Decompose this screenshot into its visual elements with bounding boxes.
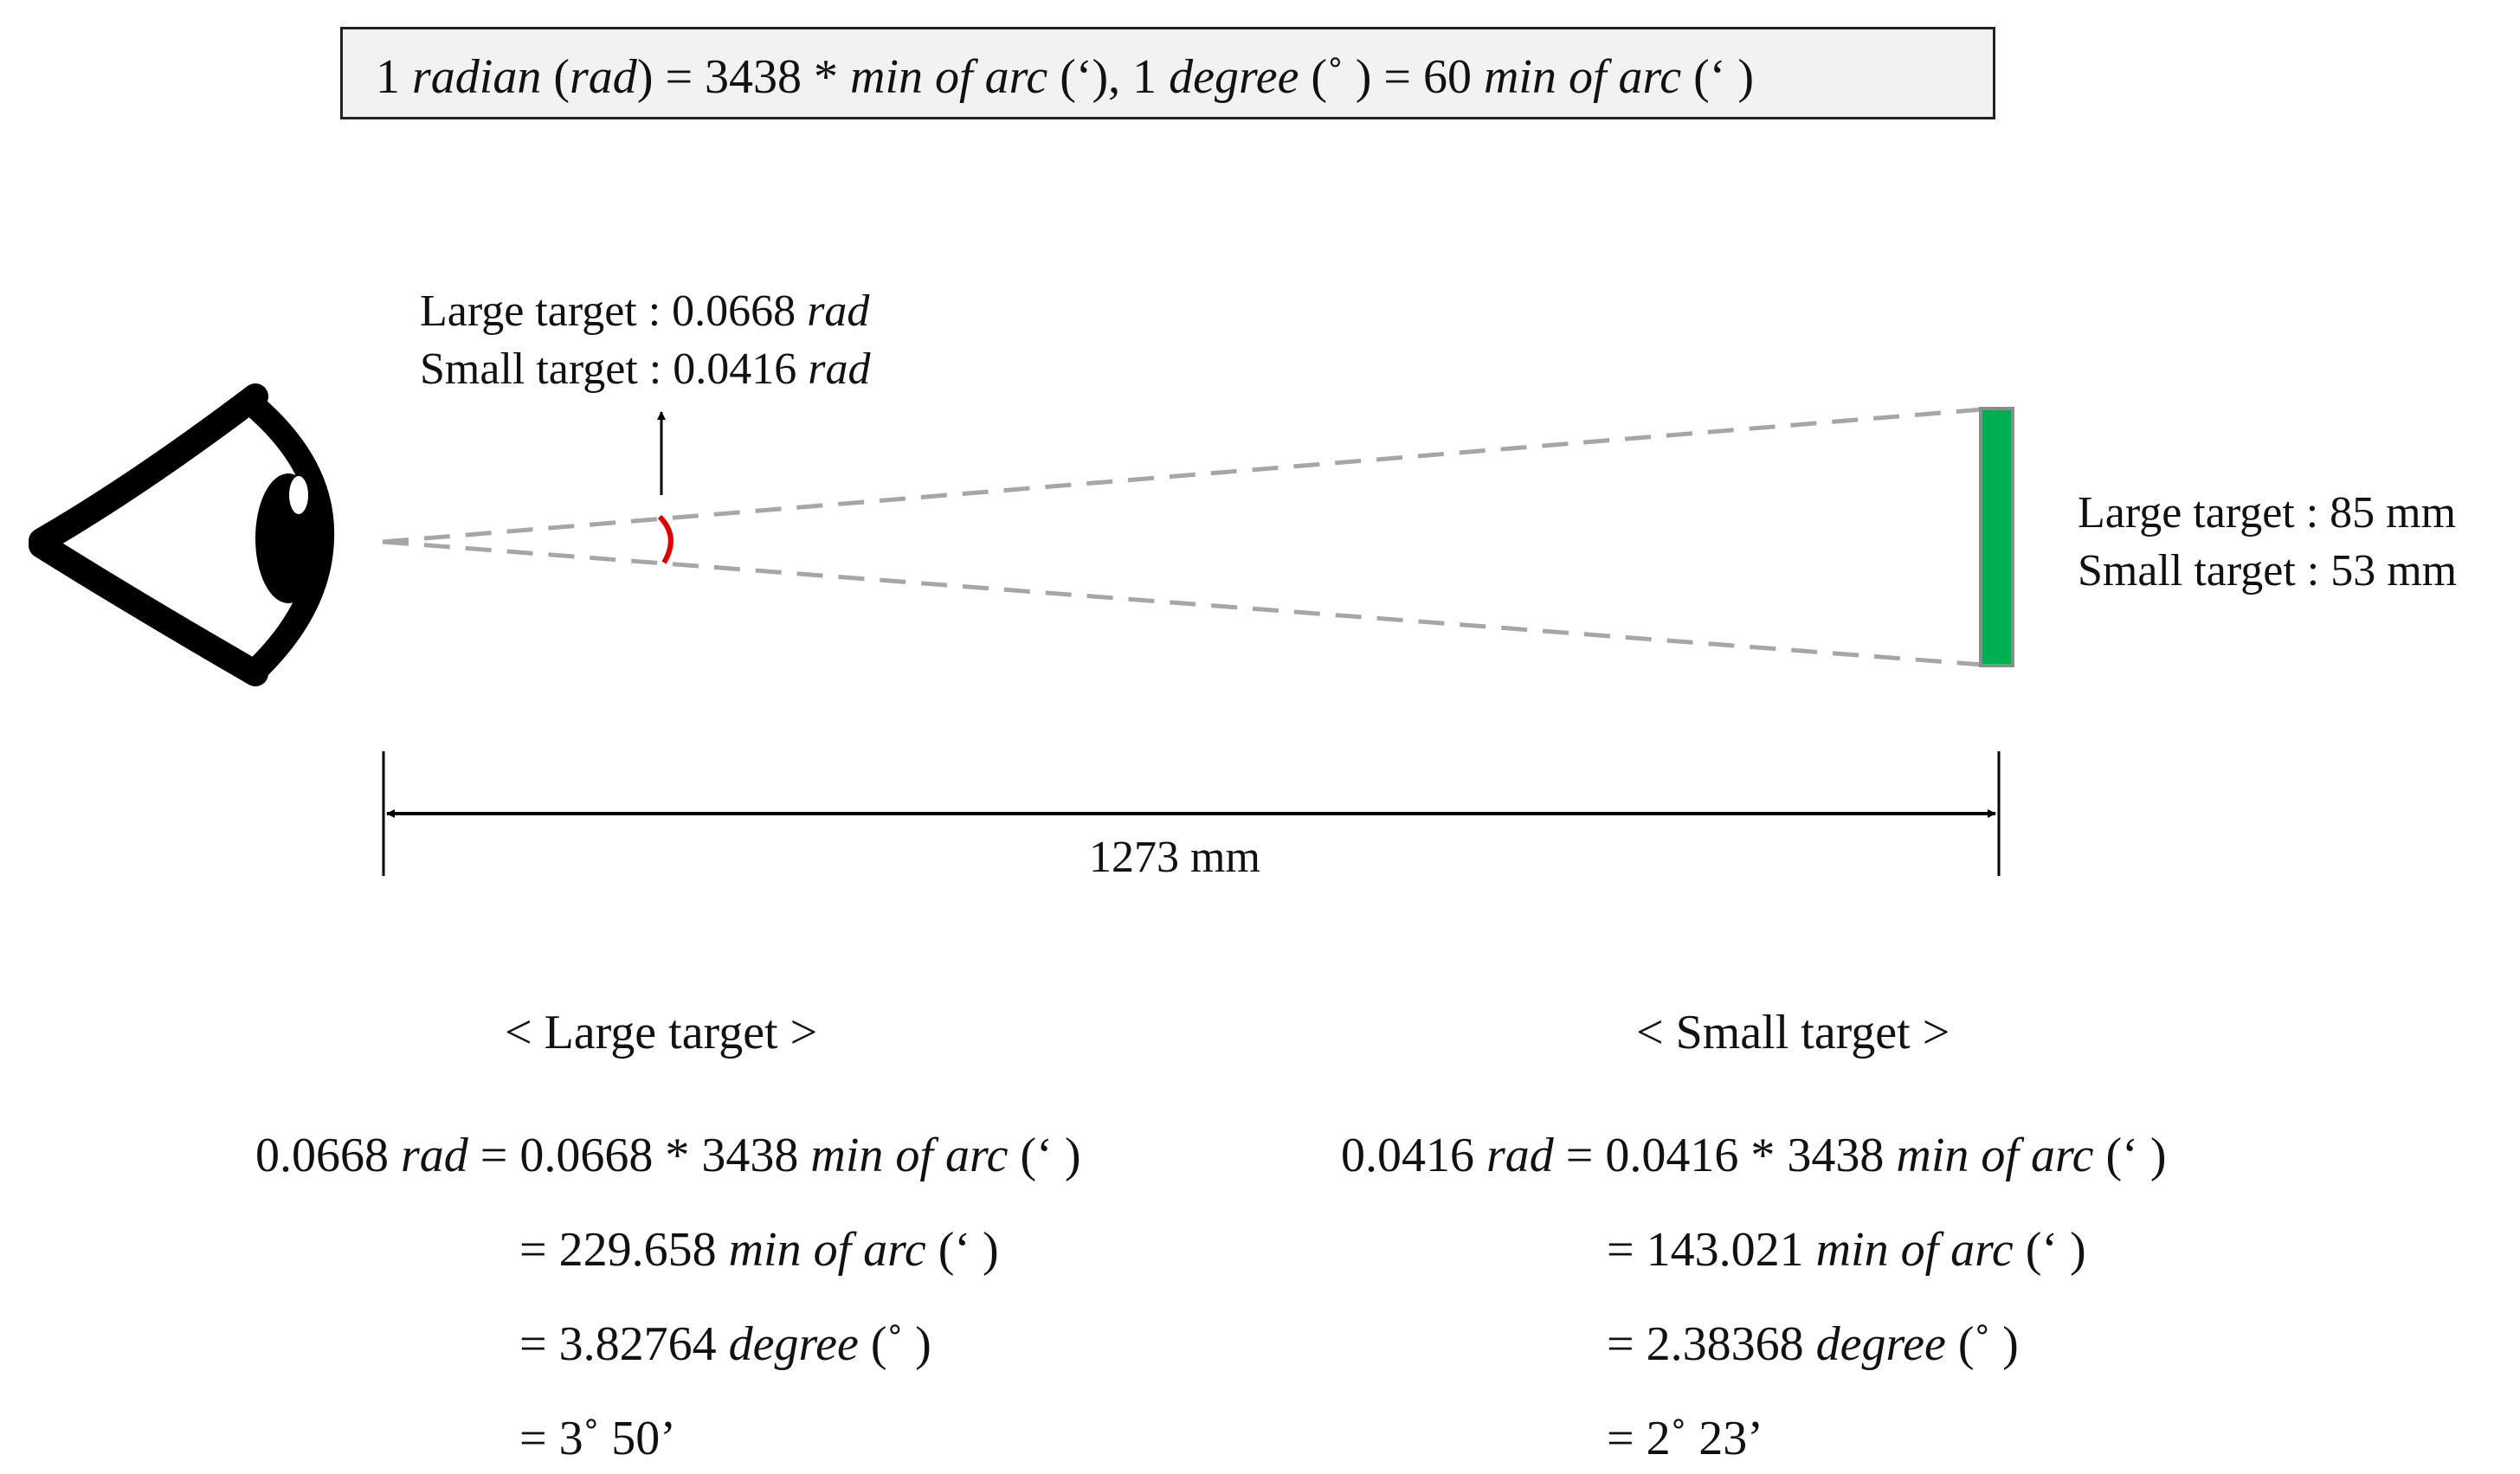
small-target-header: < Small target > xyxy=(1636,1006,1950,1059)
small-calc-line-4: = 2˚ 23’ xyxy=(1607,1412,1763,1465)
large-target-header: < Large target > xyxy=(505,1006,818,1059)
large-calc-line-1: 0.0668 rad = 0.0668 * 3438 min of arc (‘… xyxy=(255,1129,1081,1182)
target-size-small: Small target : 53 mm xyxy=(2078,546,2458,595)
target xyxy=(1979,407,2014,667)
angle-label-small: Small target : 0.0416 rad xyxy=(420,344,871,394)
conversion-formula-box: 1 radian (rad) = 3438 * min of arc (‘), … xyxy=(340,27,1995,119)
lower-sight-line xyxy=(382,539,1983,667)
large-calc-line-3: = 3.82764 degree (˚ ) xyxy=(519,1317,931,1371)
eye-icon xyxy=(29,383,335,686)
small-calc-line-3: = 2.38368 degree (˚ ) xyxy=(1607,1317,2019,1371)
large-calc-line-4: = 3˚ 50’ xyxy=(519,1412,676,1465)
distance-label: 1273 mm xyxy=(1089,833,1260,882)
upper-sight-line xyxy=(382,407,1983,544)
angle-arc xyxy=(657,514,674,564)
angle-label-large: Large target : 0.0668 rad xyxy=(420,286,870,336)
large-calc-line-2: = 229.658 min of arc (‘ ) xyxy=(519,1223,999,1277)
conversion-formula: 1 radian (rad) = 3438 * min of arc (‘), … xyxy=(376,50,1755,104)
small-calc-line-1: 0.0416 rad = 0.0416 * 3438 min of arc (‘… xyxy=(1341,1129,2167,1182)
small-calc-line-2: = 143.021 min of arc (‘ ) xyxy=(1607,1223,2086,1277)
target-size-large: Large target : 85 mm xyxy=(2078,488,2457,537)
